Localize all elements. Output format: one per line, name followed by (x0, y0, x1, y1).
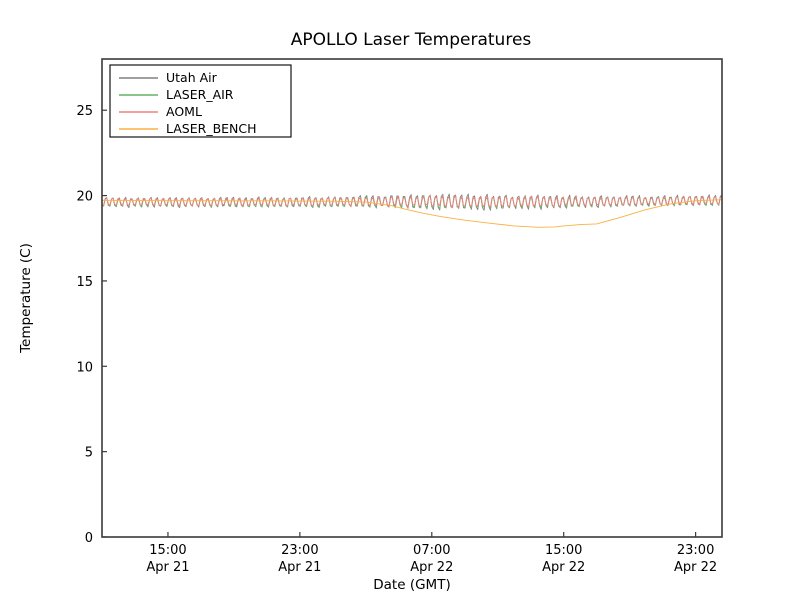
series-line-laser-bench (101, 199, 723, 228)
legend-label-utah-air[interactable]: Utah Air (166, 70, 218, 85)
x-tick-label-time: 15:00 (545, 543, 582, 558)
axes-frame (101, 58, 723, 538)
chart-legend[interactable]: Utah Air LASER_AIR AOML LASER_BENCH (109, 64, 292, 138)
legend-label-laser-bench[interactable]: LASER_BENCH (166, 121, 257, 136)
x-tick-label-date: Apr 21 (146, 560, 189, 575)
y-tick-label: 15 (76, 275, 93, 290)
y-tick-label: 25 (76, 104, 93, 119)
y-tick-label: 0 (85, 531, 93, 546)
x-axis-ticks: 15:00 Apr 21 23:00 Apr 21 07:00 Apr 22 15:00 Ap… (146, 532, 717, 575)
x-tick-label-date: Apr 21 (278, 560, 321, 575)
x-axis-label: Date (GMT) (373, 577, 450, 593)
y-axis-ticks: 0 5 10 15 20 25 (76, 104, 107, 546)
y-tick-label: 20 (76, 190, 93, 205)
x-tick-label-time: 07:00 (413, 543, 450, 558)
plot-area-background (102, 59, 722, 537)
y-axis-label: Temperature (C) (18, 243, 34, 354)
x-tick-label-time: 23:00 (677, 543, 714, 558)
legend-box (109, 64, 292, 138)
y-tick-label: 10 (76, 360, 93, 375)
chart-title: APOLLO Laser Temperatures (291, 30, 532, 50)
series-line-aoml (101, 194, 723, 209)
x-tick-label-date: Apr 22 (410, 560, 453, 575)
x-tick-label-time: 15:00 (149, 543, 186, 558)
series-layer (101, 193, 723, 228)
y-tick-label: 5 (85, 446, 93, 461)
legend-label-aoml[interactable]: AOML (166, 104, 202, 119)
x-tick-label-time: 23:00 (281, 543, 318, 558)
x-tick-label-date: Apr 22 (542, 560, 585, 575)
x-tick-label-date: Apr 22 (674, 560, 717, 575)
legend-label-laser-air[interactable]: LASER_AIR (166, 87, 234, 102)
